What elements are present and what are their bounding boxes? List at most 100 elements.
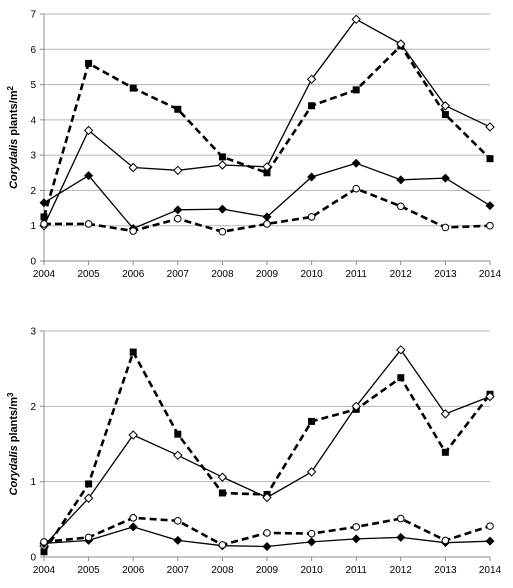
series-2-point bbox=[351, 14, 361, 24]
series-1-point bbox=[486, 155, 494, 163]
x-tick-label: 2004 bbox=[33, 565, 56, 576]
x-tick-label: 2011 bbox=[345, 269, 367, 280]
x-tick-label: 2013 bbox=[434, 269, 457, 280]
series-4-point bbox=[397, 514, 405, 523]
series-1-point bbox=[397, 374, 405, 382]
series-3-point bbox=[307, 172, 317, 182]
x-tick-label: 2011 bbox=[345, 565, 367, 576]
series-4-point bbox=[441, 536, 450, 545]
y-tick-label: 3 bbox=[30, 327, 36, 338]
series-2-point bbox=[173, 165, 183, 176]
y-tick-label: 5 bbox=[30, 80, 36, 91]
series-4-point bbox=[263, 529, 271, 537]
series-2-point bbox=[262, 492, 272, 503]
x-tick-label: 2005 bbox=[77, 269, 100, 280]
series-4-point bbox=[174, 517, 182, 525]
x-tick-label: 2007 bbox=[167, 269, 190, 280]
y-tick-label: 0 bbox=[30, 257, 36, 268]
series-2-line bbox=[43, 349, 491, 547]
series-4-point bbox=[84, 220, 93, 228]
series-4-point bbox=[397, 202, 405, 211]
y-axis-title: Corydalis plants/m3 bbox=[6, 392, 21, 495]
series-2-point bbox=[485, 391, 495, 402]
y-tick-label: 7 bbox=[30, 10, 36, 21]
series-1-point bbox=[85, 59, 93, 67]
x-tick-label: 2010 bbox=[300, 269, 323, 280]
series-1-point bbox=[85, 480, 93, 488]
series-3-point bbox=[262, 212, 272, 222]
series-1-point bbox=[40, 548, 48, 556]
series-4-point bbox=[129, 514, 137, 522]
x-tick-label: 2008 bbox=[211, 565, 234, 576]
series-2-point bbox=[440, 101, 451, 111]
x-tick-label: 2009 bbox=[256, 565, 279, 576]
series-1-point bbox=[308, 102, 316, 110]
series-4-point bbox=[352, 184, 361, 193]
series-3-point bbox=[307, 537, 317, 547]
series-4-point bbox=[40, 538, 48, 546]
series-4-point bbox=[441, 223, 450, 232]
y-tick-label: 2 bbox=[30, 402, 36, 413]
x-tick-label: 2012 bbox=[390, 565, 413, 576]
series-4-point bbox=[129, 227, 137, 235]
series-3-point bbox=[440, 173, 450, 183]
x-tick-label: 2014 bbox=[479, 269, 502, 280]
x-tick-label: 2008 bbox=[211, 269, 234, 280]
series-4-point bbox=[40, 220, 48, 228]
series-4-point bbox=[84, 533, 93, 542]
series-4-point bbox=[307, 529, 316, 538]
y-tick-label: 1 bbox=[30, 221, 36, 232]
series-2-point bbox=[306, 74, 317, 84]
series-3-point bbox=[84, 171, 94, 181]
y-axis-title: Corydalis plants/m2 bbox=[6, 86, 21, 189]
series-4-point bbox=[174, 214, 182, 223]
series-1-point bbox=[263, 169, 271, 177]
y-tick-label: 1 bbox=[30, 477, 36, 488]
series-3-point bbox=[128, 522, 138, 532]
series-3-point bbox=[173, 535, 183, 545]
series-2-point bbox=[83, 125, 94, 136]
series-1-point bbox=[40, 213, 48, 221]
series-2-point bbox=[173, 450, 183, 461]
series-4-point bbox=[263, 220, 271, 228]
series-2-point bbox=[83, 493, 94, 503]
series-1-point bbox=[352, 86, 360, 94]
chart-1: 2004 2005 2006 2007 2008 2009 2010 2011 2012 2013… bbox=[6, 10, 502, 281]
x-tick-label: 2005 bbox=[77, 565, 100, 576]
series-1-line bbox=[42, 44, 491, 218]
series-2-point bbox=[396, 345, 406, 355]
series-3-point bbox=[351, 534, 361, 544]
series-3-point bbox=[217, 204, 227, 214]
x-tick-label: 2009 bbox=[256, 269, 279, 280]
series-4-point bbox=[218, 541, 227, 549]
series-3-point bbox=[396, 532, 406, 542]
series-1-point bbox=[441, 111, 449, 119]
chart-2: 2004 2005 2006 2007 2008 2009 2010 2011 2012 2013… bbox=[6, 327, 502, 577]
x-tick-label: 2006 bbox=[122, 269, 145, 280]
series-2-point bbox=[217, 472, 228, 482]
series-3-point bbox=[262, 541, 272, 551]
x-tick-label: 2014 bbox=[479, 565, 502, 576]
series-2-point bbox=[128, 162, 138, 173]
y-tick-label: 0 bbox=[30, 553, 36, 564]
x-tick-label: 2004 bbox=[33, 269, 56, 280]
x-tick-label: 2010 bbox=[300, 565, 323, 576]
series-2-point bbox=[306, 467, 317, 477]
series-4-point bbox=[352, 523, 361, 531]
series-1-point bbox=[308, 417, 316, 425]
series-4-line bbox=[44, 187, 491, 233]
series-2-point bbox=[485, 122, 495, 132]
y-tick-label: 6 bbox=[30, 45, 36, 56]
series-3-point bbox=[173, 205, 183, 215]
x-tick-label: 2012 bbox=[390, 269, 413, 280]
series-4-point bbox=[486, 221, 494, 230]
series-1-point bbox=[129, 84, 137, 92]
series-4-point bbox=[486, 522, 494, 530]
y-tick-label: 4 bbox=[30, 115, 36, 126]
series-2-point bbox=[351, 401, 361, 412]
series-1-point bbox=[129, 348, 137, 356]
x-tick-label: 2007 bbox=[167, 565, 190, 576]
series-1-point bbox=[441, 448, 449, 456]
series-2-point bbox=[440, 409, 451, 419]
